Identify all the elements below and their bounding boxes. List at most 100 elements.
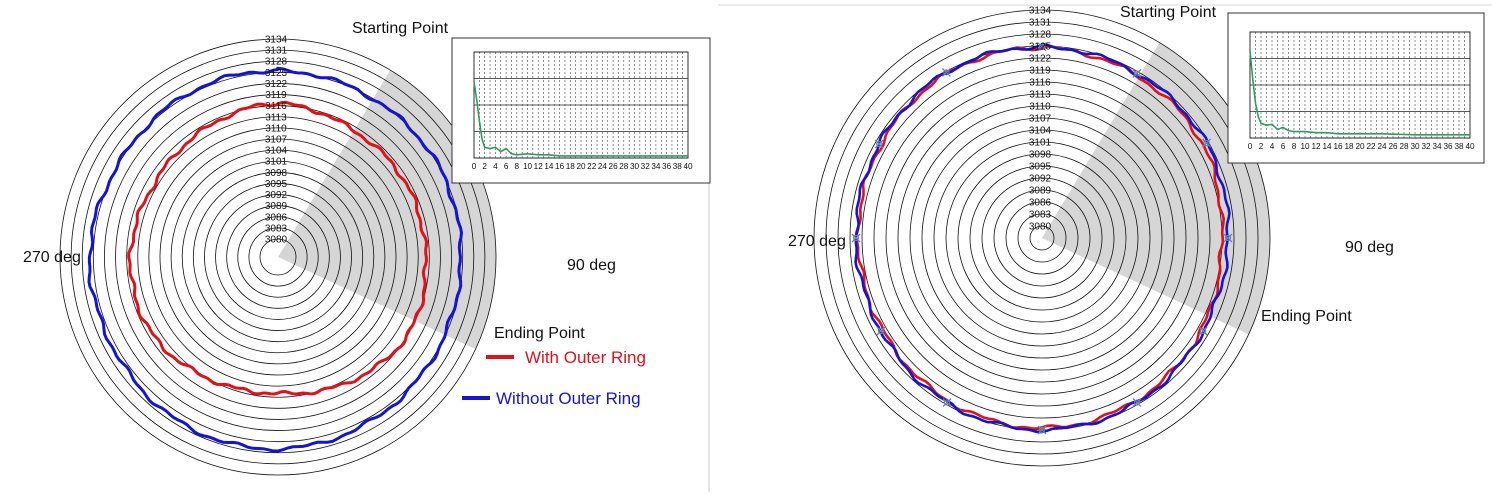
data-marker — [1223, 233, 1233, 243]
radial-tick-label: 3089 — [1029, 186, 1052, 197]
grid-ring — [215, 194, 341, 320]
starting-point-label: Starting Point — [352, 20, 449, 37]
x-tick-label: 34 — [1432, 142, 1442, 151]
x-tick-label: 40 — [683, 162, 693, 171]
radial-tick-label: 3119 — [265, 90, 287, 101]
x-tick-label: 2 — [1259, 142, 1264, 151]
inset-chart-right: 0 2 4 6 8 10 12 14 16 18 20 22 24 26 28 30 32 34 36 38 40 — [1227, 12, 1485, 164]
radial-tick-label: 3113 — [1029, 90, 1051, 101]
radial-tick-label: 3098 — [1029, 150, 1052, 161]
series-line — [127, 100, 429, 396]
data-marker — [877, 327, 885, 335]
starting-point-label: Starting Point — [1120, 4, 1217, 21]
x-tick-label: 10 — [1300, 142, 1310, 151]
x-tick-label: 40 — [1465, 142, 1475, 151]
x-tick-label: 16 — [1333, 142, 1343, 151]
grid-ring — [945, 141, 1139, 335]
radial-tick-label: 3125 — [265, 68, 288, 79]
x-tick-label: 38 — [1454, 142, 1464, 151]
grid-ring — [259, 238, 297, 276]
radial-tick-label: 3107 — [1029, 114, 1052, 125]
radial-tick-label: 3101 — [265, 157, 288, 168]
radial-tick-label: 3083 — [1029, 210, 1052, 221]
x-tick-label: 12 — [534, 162, 544, 171]
grid-ring — [969, 165, 1115, 311]
x-tick-label: 22 — [587, 162, 597, 171]
grid-ring — [873, 69, 1211, 407]
grid-ring — [921, 117, 1163, 359]
radial-tick-label: 3125 — [1029, 42, 1052, 53]
radial-tick-label: 3083 — [265, 223, 288, 234]
plot-area — [1249, 31, 1471, 139]
data-marker — [1203, 139, 1210, 147]
x-tick-label: 28 — [619, 162, 629, 171]
radial-tick-label: 3128 — [1029, 30, 1052, 41]
radial-tick-label: 3107 — [265, 135, 288, 146]
radial-tick-label: 3086 — [1029, 198, 1052, 209]
data-marker — [942, 398, 952, 408]
x-tick-label: 18 — [1344, 142, 1354, 151]
x-tick-label: 32 — [1421, 142, 1431, 151]
radial-tick-label: 3128 — [265, 57, 288, 68]
grid-ring — [226, 205, 330, 309]
x-tick-label: 26 — [1388, 142, 1398, 151]
radial-tick-label: 3134 — [265, 35, 288, 46]
x-tick-label: 4 — [1270, 142, 1275, 151]
grid-ring — [70, 49, 486, 465]
legend-label-without-outer-ring: Without Outer Ring — [496, 389, 641, 408]
radial-tick-label: 3119 — [1029, 66, 1051, 77]
grid-ring — [204, 183, 352, 331]
data-marker — [851, 233, 861, 243]
x-tick-label: 6 — [504, 162, 509, 171]
radial-tick-label: 3080 — [1029, 222, 1052, 233]
angle-label-90: 90 deg — [1345, 239, 1394, 256]
grid-ring — [92, 71, 464, 443]
data-marker — [1037, 425, 1047, 435]
data-marker — [876, 140, 883, 148]
angle-label-90: 90 deg — [567, 257, 616, 274]
x-tick-label: 0 — [1248, 142, 1253, 151]
radial-tick-label: 3116 — [1029, 78, 1051, 89]
x-tick-label: 30 — [630, 162, 640, 171]
x-tick-label: 12 — [1311, 142, 1321, 151]
inset-frame — [451, 37, 711, 184]
data-marker — [874, 139, 884, 149]
grid-ring — [909, 105, 1175, 371]
inset-chart-left: 0 2 4 6 8 10 12 14 16 18 20 22 24 26 28 30 32 34 36 38 40 — [451, 37, 711, 184]
data-marker — [943, 69, 950, 76]
radial-tick-label: 3116 — [265, 101, 287, 112]
series-line — [1249, 51, 1470, 136]
radial-tick-label: 3101 — [1029, 138, 1052, 149]
grid-ring — [170, 149, 386, 365]
x-tick-label: 30 — [1410, 142, 1420, 151]
x-tick-label: 0 — [472, 162, 477, 171]
data-marker — [1132, 398, 1142, 408]
angle-label-270: 270 deg — [788, 233, 846, 250]
data-marker — [1198, 326, 1208, 336]
grid-ring — [1029, 225, 1055, 251]
grid-ring — [993, 189, 1091, 287]
x-tick-label: 2 — [482, 162, 487, 171]
x-tick-label: 8 — [515, 162, 520, 171]
grid-ring — [957, 153, 1127, 323]
data-marker — [1224, 234, 1232, 242]
polar-chart-left: 3080308330863089309230953098310131043107… — [59, 35, 497, 476]
grid-ring — [81, 60, 475, 454]
shaded-sector — [278, 70, 496, 350]
grid-ring — [104, 83, 452, 431]
grid-ring — [837, 33, 1247, 443]
grid-ring — [933, 129, 1151, 347]
x-tick-label: 34 — [651, 162, 661, 171]
grid-ring — [825, 21, 1259, 455]
series-line — [473, 81, 688, 157]
polar-chart-right: 3080308330863089309230953098310131043107… — [813, 6, 1271, 467]
grid-ring — [237, 216, 319, 298]
x-tick-label: 32 — [641, 162, 651, 171]
data-marker — [852, 234, 860, 242]
grid-ring — [248, 227, 308, 287]
radial-tick-label: 3080 — [265, 235, 288, 246]
x-tick-label: 24 — [598, 162, 608, 171]
x-tick-label: 20 — [1355, 142, 1365, 151]
data-marker — [1038, 43, 1046, 50]
